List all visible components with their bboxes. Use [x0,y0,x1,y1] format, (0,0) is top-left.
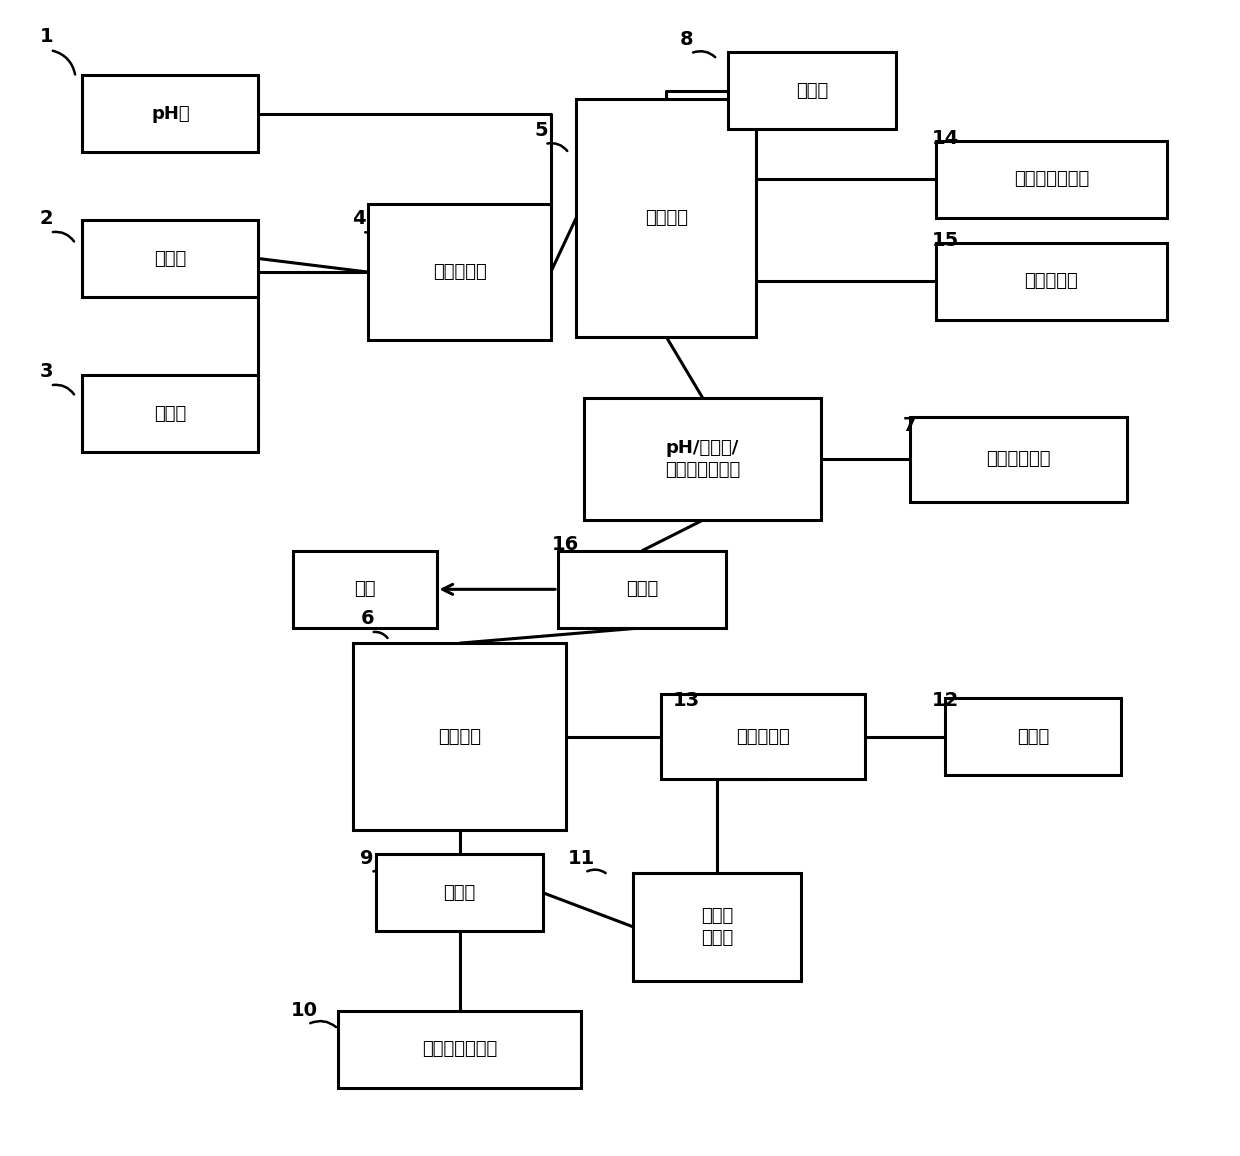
Bar [82,75,258,153]
Text: 8: 8 [680,30,693,50]
Text: 5: 5 [534,121,548,140]
Text: 11: 11 [568,850,595,868]
Text: 7: 7 [903,415,916,435]
Bar [584,398,821,520]
Bar [661,694,866,779]
Text: 第二混合器: 第二混合器 [737,727,790,746]
Bar [728,52,895,129]
Text: 血浆泵: 血浆泵 [1017,727,1049,746]
Text: 冷却水循环管路: 冷却水循环管路 [1014,170,1089,188]
Bar [82,376,258,452]
Text: 9: 9 [361,850,374,868]
Text: 醋酸泵: 醋酸泵 [154,250,186,267]
Text: pH/电导率/
乙醇浓度检测器: pH/电导率/ 乙醇浓度检测器 [665,439,740,479]
Bar [910,416,1127,502]
Text: 3: 3 [40,362,53,381]
Text: 反馈控制系统: 反馈控制系统 [986,450,1050,468]
Text: 三通阀: 三通阀 [444,884,476,902]
Bar [945,698,1121,776]
Text: 15: 15 [932,231,960,250]
Text: 2: 2 [40,209,53,229]
Bar [577,98,756,336]
Bar [82,220,258,297]
Text: 三通阀: 三通阀 [626,580,658,599]
Bar [634,873,801,980]
Text: 14: 14 [932,129,960,148]
Text: 废液: 废液 [355,580,376,599]
Bar [368,205,551,340]
Text: 缓冲液阱: 缓冲液阱 [645,209,688,227]
Bar [376,854,543,932]
Text: 血浆沉淀反应池: 血浆沉淀反应池 [422,1040,497,1058]
Text: 4: 4 [352,209,366,229]
Text: 1: 1 [40,27,53,46]
Text: 10: 10 [290,1001,317,1021]
Text: 温度控制器: 温度控制器 [1024,272,1079,290]
Text: 缓冲液罐: 缓冲液罐 [438,727,481,746]
Text: 13: 13 [673,691,701,710]
Bar [936,141,1167,217]
Text: 16: 16 [552,534,579,554]
Bar [353,643,565,830]
Bar [339,1010,582,1088]
Text: 第一混合器: 第一混合器 [433,264,486,281]
Bar [558,550,725,628]
Text: 12: 12 [932,691,960,710]
Bar [936,243,1167,320]
Text: 6: 6 [361,609,374,628]
Text: 缓冲液
循环泵: 缓冲液 循环泵 [701,906,733,947]
Bar [293,550,436,628]
Text: pH泵: pH泵 [151,104,190,123]
Text: 排气阀: 排气阀 [796,82,828,99]
Text: 乙醇泵: 乙醇泵 [154,405,186,423]
